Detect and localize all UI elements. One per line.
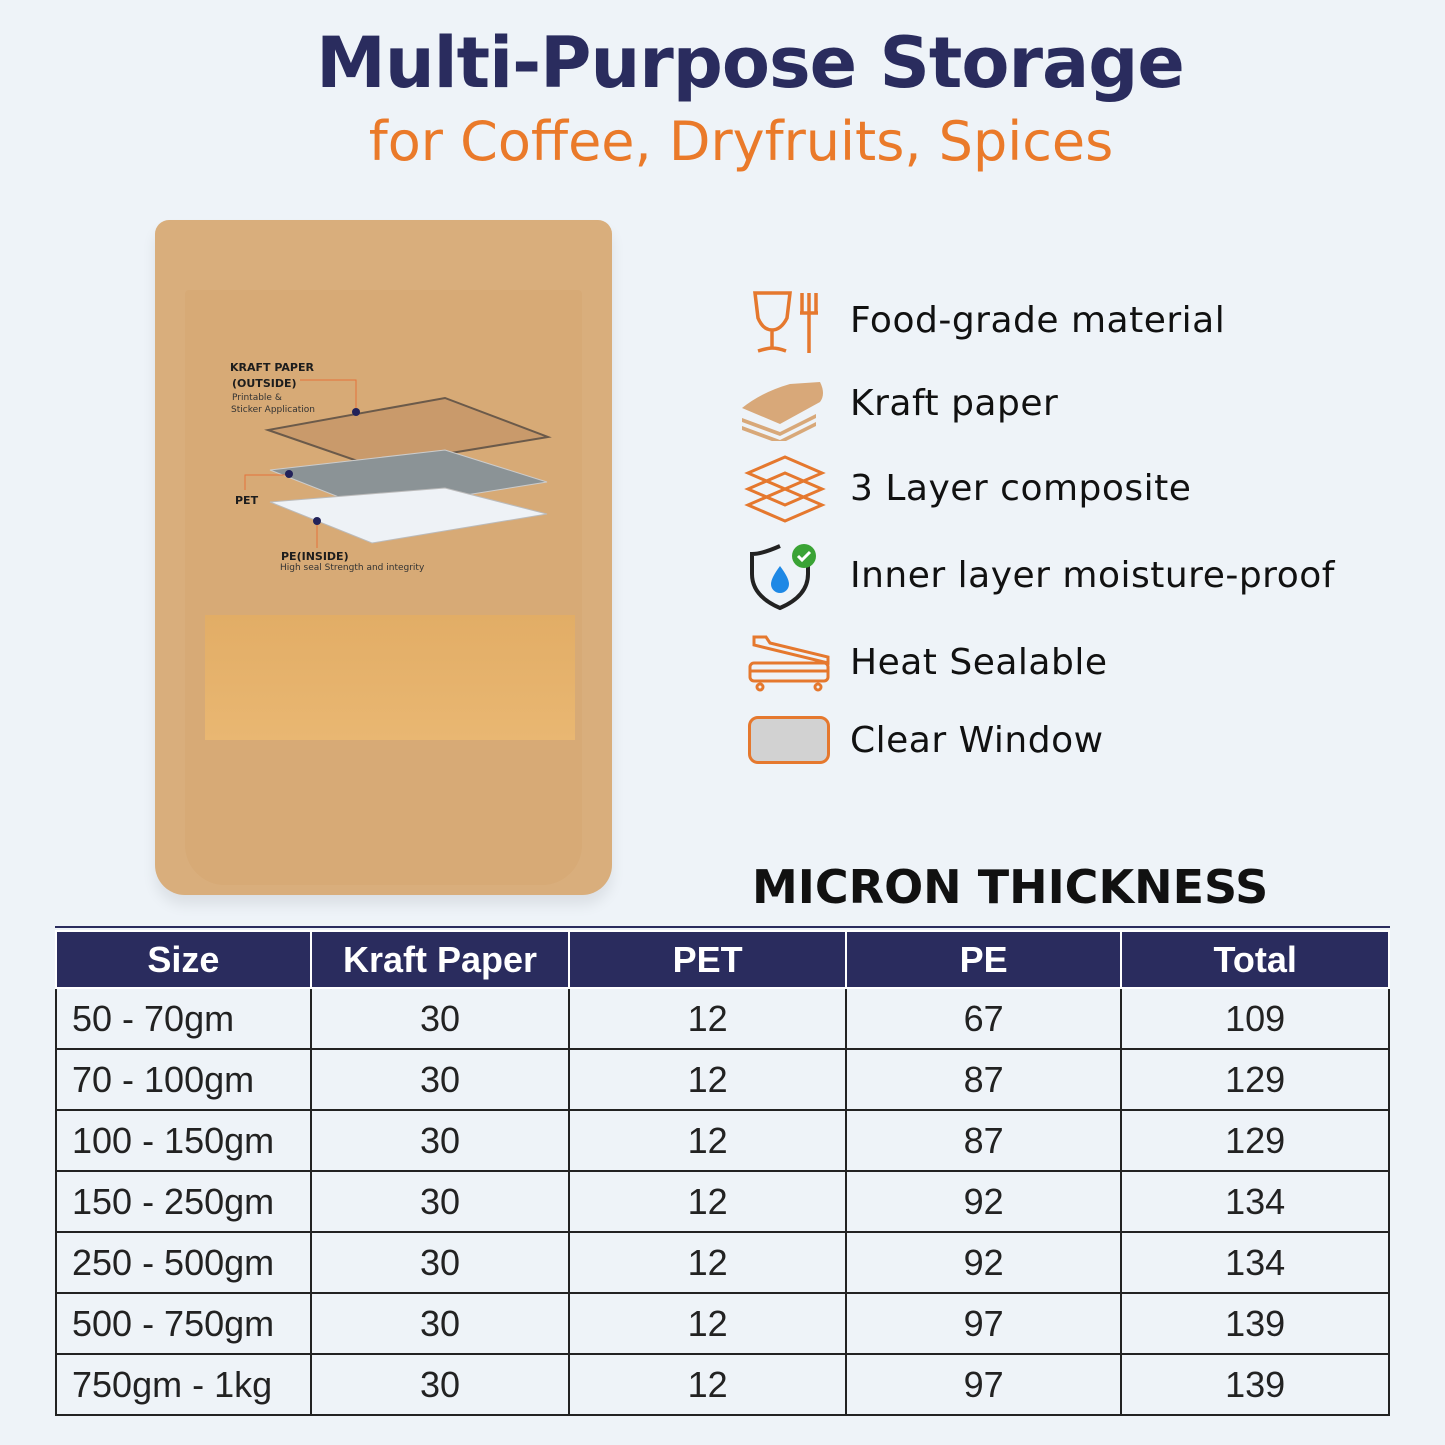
table-row: 250 - 500gm 30 12 92 134 bbox=[55, 1231, 1390, 1294]
kraft-label: KRAFT PAPER bbox=[230, 361, 314, 374]
table-row: 500 - 750gm 30 12 97 139 bbox=[55, 1292, 1390, 1355]
food-grade-icon bbox=[740, 280, 835, 360]
table-cell: 750gm - 1kg bbox=[55, 1353, 312, 1416]
table-cell: 92 bbox=[844, 1231, 1123, 1294]
table-cell: 70 - 100gm bbox=[55, 1048, 312, 1111]
table-cell: 12 bbox=[568, 1170, 847, 1233]
pe-label: PE(INSIDE) bbox=[281, 550, 349, 563]
table-header-row: Size Kraft Paper PET PE Total bbox=[55, 930, 1390, 989]
table-cell: 30 bbox=[309, 1231, 571, 1294]
table-cell: 12 bbox=[568, 1353, 847, 1416]
table-cell: 12 bbox=[568, 1292, 847, 1355]
table-cell: 500 - 750gm bbox=[55, 1292, 312, 1355]
table-cell: 30 bbox=[309, 1353, 571, 1416]
table-row: 750gm - 1kg 30 12 97 139 bbox=[55, 1353, 1390, 1416]
table-cell: 250 - 500gm bbox=[55, 1231, 312, 1294]
pe-note: High seal Strength and integrity bbox=[280, 563, 425, 573]
table-cell: 97 bbox=[844, 1292, 1123, 1355]
table-row: 70 - 100gm 30 12 87 129 bbox=[55, 1048, 1390, 1111]
layer-diagram bbox=[244, 379, 552, 548]
table-cell: 139 bbox=[1120, 1353, 1390, 1416]
table-cell: 67 bbox=[844, 987, 1123, 1050]
bag-clear-window bbox=[205, 615, 575, 740]
table-cell: 12 bbox=[568, 1231, 847, 1294]
column-header: PET bbox=[568, 930, 847, 989]
table-row: 100 - 150gm 30 12 87 129 bbox=[55, 1109, 1390, 1172]
column-header: Size bbox=[55, 930, 312, 989]
table-cell: 30 bbox=[309, 1048, 571, 1111]
bag-front-panel bbox=[185, 290, 582, 885]
table-title: MICRON THICKNESS bbox=[752, 860, 1269, 914]
table-cell: 139 bbox=[1120, 1292, 1390, 1355]
kraft-note2: Sticker Application bbox=[231, 405, 315, 415]
feature-label: Clear Window bbox=[850, 719, 1104, 761]
kraft-paper-icon bbox=[740, 363, 835, 443]
page-title: Multi-Purpose Storage bbox=[316, 22, 1185, 104]
layers-icon bbox=[740, 448, 835, 528]
table-cell: 134 bbox=[1120, 1170, 1390, 1233]
table-cell: 50 - 70gm bbox=[55, 987, 312, 1050]
table-cell: 129 bbox=[1120, 1048, 1390, 1111]
pe-layer bbox=[269, 487, 548, 544]
heat-sealer-icon bbox=[740, 622, 835, 702]
kraft-bag-image bbox=[155, 220, 612, 895]
table-cell: 12 bbox=[568, 1109, 847, 1172]
table-cell: 30 bbox=[309, 987, 571, 1050]
pe-dot bbox=[313, 517, 321, 525]
table-cell: 129 bbox=[1120, 1109, 1390, 1172]
column-header: Total bbox=[1120, 930, 1390, 989]
feature-item: Heat Sealable bbox=[740, 622, 1360, 702]
column-header: PE bbox=[844, 930, 1123, 989]
table-cell: 109 bbox=[1120, 987, 1390, 1050]
page-subtitle: for Coffee, Dryfruits, Spices bbox=[368, 110, 1114, 173]
feature-label: Food-grade material bbox=[850, 299, 1226, 341]
feature-item: Clear Window bbox=[740, 700, 1360, 780]
kraft-layer bbox=[264, 396, 552, 468]
feature-label: Inner layer moisture-proof bbox=[850, 554, 1335, 596]
table-cell: 87 bbox=[844, 1109, 1123, 1172]
table-cell: 12 bbox=[568, 987, 847, 1050]
feature-label: Kraft paper bbox=[850, 382, 1059, 424]
pet-dot bbox=[285, 470, 293, 478]
table-cell: 100 - 150gm bbox=[55, 1109, 312, 1172]
feature-item: Food-grade material bbox=[740, 280, 1360, 360]
kraft-note1: Printable & bbox=[232, 393, 282, 403]
table-cell: 30 bbox=[309, 1109, 571, 1172]
title-rule bbox=[55, 926, 1390, 928]
micron-thickness-table: Size Kraft Paper PET PE Total 50 - 70gm 30 12 6… bbox=[55, 930, 1390, 1416]
moisture-shield-icon bbox=[740, 535, 835, 615]
table-cell: 12 bbox=[568, 1048, 847, 1111]
feature-label: Heat Sealable bbox=[850, 641, 1108, 683]
table-cell: 87 bbox=[844, 1048, 1123, 1111]
table-cell: 30 bbox=[309, 1292, 571, 1355]
feature-item: 3 Layer composite bbox=[740, 448, 1360, 528]
kraft-sub: (OUTSIDE) bbox=[232, 377, 297, 390]
table-cell: 97 bbox=[844, 1353, 1123, 1416]
clear-window-icon bbox=[740, 700, 835, 780]
table-cell: 30 bbox=[309, 1170, 571, 1233]
kraft-dot bbox=[352, 408, 360, 416]
table-cell: 92 bbox=[844, 1170, 1123, 1233]
feature-item: Kraft paper bbox=[740, 363, 1360, 443]
table-row: 50 - 70gm 30 12 67 109 bbox=[55, 987, 1390, 1050]
feature-label: 3 Layer composite bbox=[850, 467, 1192, 509]
table-row: 150 - 250gm 30 12 92 134 bbox=[55, 1170, 1390, 1233]
table-cell: 150 - 250gm bbox=[55, 1170, 312, 1233]
column-header: Kraft Paper bbox=[309, 930, 571, 989]
feature-item: Inner layer moisture-proof bbox=[740, 535, 1360, 615]
table-cell: 134 bbox=[1120, 1231, 1390, 1294]
pet-label: PET bbox=[235, 494, 259, 507]
